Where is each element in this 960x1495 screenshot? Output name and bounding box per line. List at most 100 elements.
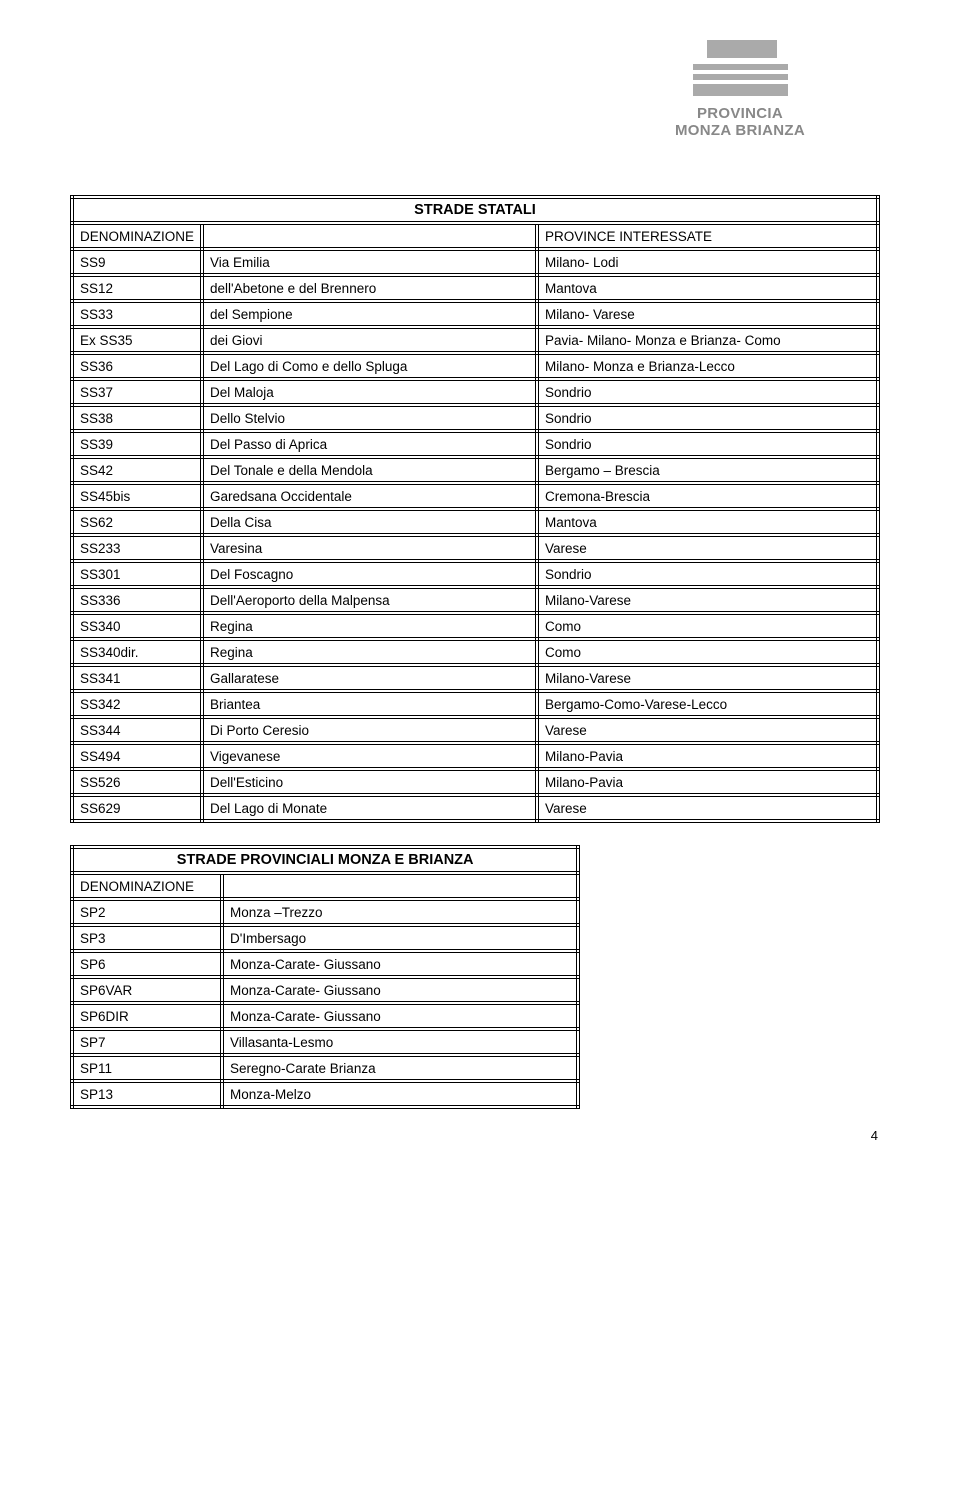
cell: D'Imbersago [222, 925, 578, 951]
cell: Sondrio [537, 405, 878, 431]
table-row: SP6Monza-Carate- Giussano [72, 951, 578, 977]
cell: SS37 [72, 379, 202, 405]
cell: Del Passo di Aprica [202, 431, 537, 457]
cell: Del Lago di Monate [202, 795, 537, 821]
cell: Monza-Carate- Giussano [222, 1003, 578, 1029]
cell: Cremona-Brescia [537, 483, 878, 509]
cell: SS494 [72, 743, 202, 769]
cell: Vigevanese [202, 743, 537, 769]
cell: SS233 [72, 535, 202, 561]
cell: SS301 [72, 561, 202, 587]
table-row: SP6VARMonza-Carate- Giussano [72, 977, 578, 1003]
cell: Dell'Esticino [202, 769, 537, 795]
cell: Villasanta-Lesmo [222, 1029, 578, 1055]
cell: Del Maloja [202, 379, 537, 405]
cell: Mantova [537, 275, 878, 301]
cell: Milano-Varese [537, 587, 878, 613]
cell: dell'Abetone e del Brennero [202, 275, 537, 301]
cell: SP6 [72, 951, 222, 977]
cell: SS342 [72, 691, 202, 717]
table-row: SS62Della CisaMantova [72, 509, 878, 535]
cell: Milano- Monza e Brianza-Lecco [537, 353, 878, 379]
table-row: SS233VaresinaVarese [72, 535, 878, 561]
cell: Della Cisa [202, 509, 537, 535]
table1-header: DENOMINAZIONE PROVINCE INTERESSATE [72, 223, 878, 249]
cell: Milano-Pavia [537, 769, 878, 795]
table-row: SS9Via EmiliaMilano- Lodi [72, 249, 878, 275]
cell: SP11 [72, 1055, 222, 1081]
table-row: SS12dell'Abetone e del BrenneroMantova [72, 275, 878, 301]
strade-provinciali-table: STRADE PROVINCIALI MONZA E BRIANZA DENOM… [70, 845, 580, 1109]
table-row: SS526Dell'EsticinoMilano-Pavia [72, 769, 878, 795]
table-row: SS494VigevaneseMilano-Pavia [72, 743, 878, 769]
table-row: SS39Del Passo di ApricaSondrio [72, 431, 878, 457]
table-row: SS344Di Porto CeresioVarese [72, 717, 878, 743]
logo-text-line2: MONZA BRIANZA [675, 122, 805, 139]
cell: SP6VAR [72, 977, 222, 1003]
cell: Bergamo – Brescia [537, 457, 878, 483]
cell: Varese [537, 717, 878, 743]
cell: Dello Stelvio [202, 405, 537, 431]
table-row: SS340ReginaComo [72, 613, 878, 639]
cell: dei Giovi [202, 327, 537, 353]
cell: SS9 [72, 249, 202, 275]
cell: SP7 [72, 1029, 222, 1055]
table2-title: STRADE PROVINCIALI MONZA E BRIANZA [72, 847, 578, 873]
cell: Ex SS35 [72, 327, 202, 353]
table-row: SS341GallarateseMilano-Varese [72, 665, 878, 691]
table-row: SP2Monza –Trezzo [72, 899, 578, 925]
cell: SS39 [72, 431, 202, 457]
table-row: SS33del SempioneMilano- Varese [72, 301, 878, 327]
cell: SP2 [72, 899, 222, 925]
cell: del Sempione [202, 301, 537, 327]
cell: SS340 [72, 613, 202, 639]
cell: SS344 [72, 717, 202, 743]
table2-header-c1: DENOMINAZIONE [72, 873, 222, 899]
table-row: SS38Dello StelvioSondrio [72, 405, 878, 431]
table2-header: DENOMINAZIONE [72, 873, 578, 899]
cell: SP13 [72, 1081, 222, 1107]
cell: SS38 [72, 405, 202, 431]
cell: Garedsana Occidentale [202, 483, 537, 509]
strade-statali-table: STRADE STATALI DENOMINAZIONE PROVINCE IN… [70, 195, 880, 823]
cell: Varese [537, 795, 878, 821]
logo-bars [693, 40, 788, 96]
table-row: SP13Monza-Melzo [72, 1081, 578, 1107]
table-row: SS336Dell'Aeroporto della MalpensaMilano… [72, 587, 878, 613]
cell: Briantea [202, 691, 537, 717]
table-row: SS342BrianteaBergamo-Como-Varese-Lecco [72, 691, 878, 717]
table-row: SS340dir.ReginaComo [72, 639, 878, 665]
cell: SP3 [72, 925, 222, 951]
cell: Monza –Trezzo [222, 899, 578, 925]
cell: Seregno-Carate Brianza [222, 1055, 578, 1081]
cell: SS33 [72, 301, 202, 327]
table1-header-c2 [202, 223, 537, 249]
cell: Milano-Pavia [537, 743, 878, 769]
table2-header-c2 [222, 873, 578, 899]
cell: Dell'Aeroporto della Malpensa [202, 587, 537, 613]
table-row: SP7Villasanta-Lesmo [72, 1029, 578, 1055]
cell: Bergamo-Como-Varese-Lecco [537, 691, 878, 717]
cell: Regina [202, 613, 537, 639]
cell: Sondrio [537, 561, 878, 587]
cell: SS629 [72, 795, 202, 821]
cell: Di Porto Ceresio [202, 717, 537, 743]
table-row: SS36Del Lago di Como e dello SplugaMilan… [72, 353, 878, 379]
table1-header-c3: PROVINCE INTERESSATE [537, 223, 878, 249]
cell: Pavia- Milano- Monza e Brianza- Como [537, 327, 878, 353]
cell: Monza-Carate- Giussano [222, 977, 578, 1003]
cell: Del Tonale e della Mendola [202, 457, 537, 483]
cell: SS36 [72, 353, 202, 379]
table1-header-c1: DENOMINAZIONE [72, 223, 202, 249]
cell: Monza-Melzo [222, 1081, 578, 1107]
table-row: SS37Del MalojaSondrio [72, 379, 878, 405]
table-row: SP11Seregno-Carate Brianza [72, 1055, 578, 1081]
cell: Sondrio [537, 379, 878, 405]
cell: Regina [202, 639, 537, 665]
table-row: SS629Del Lago di MonateVarese [72, 795, 878, 821]
cell: SS341 [72, 665, 202, 691]
cell: Sondrio [537, 431, 878, 457]
cell: SS62 [72, 509, 202, 535]
cell: Gallaratese [202, 665, 537, 691]
cell: Milano-Varese [537, 665, 878, 691]
